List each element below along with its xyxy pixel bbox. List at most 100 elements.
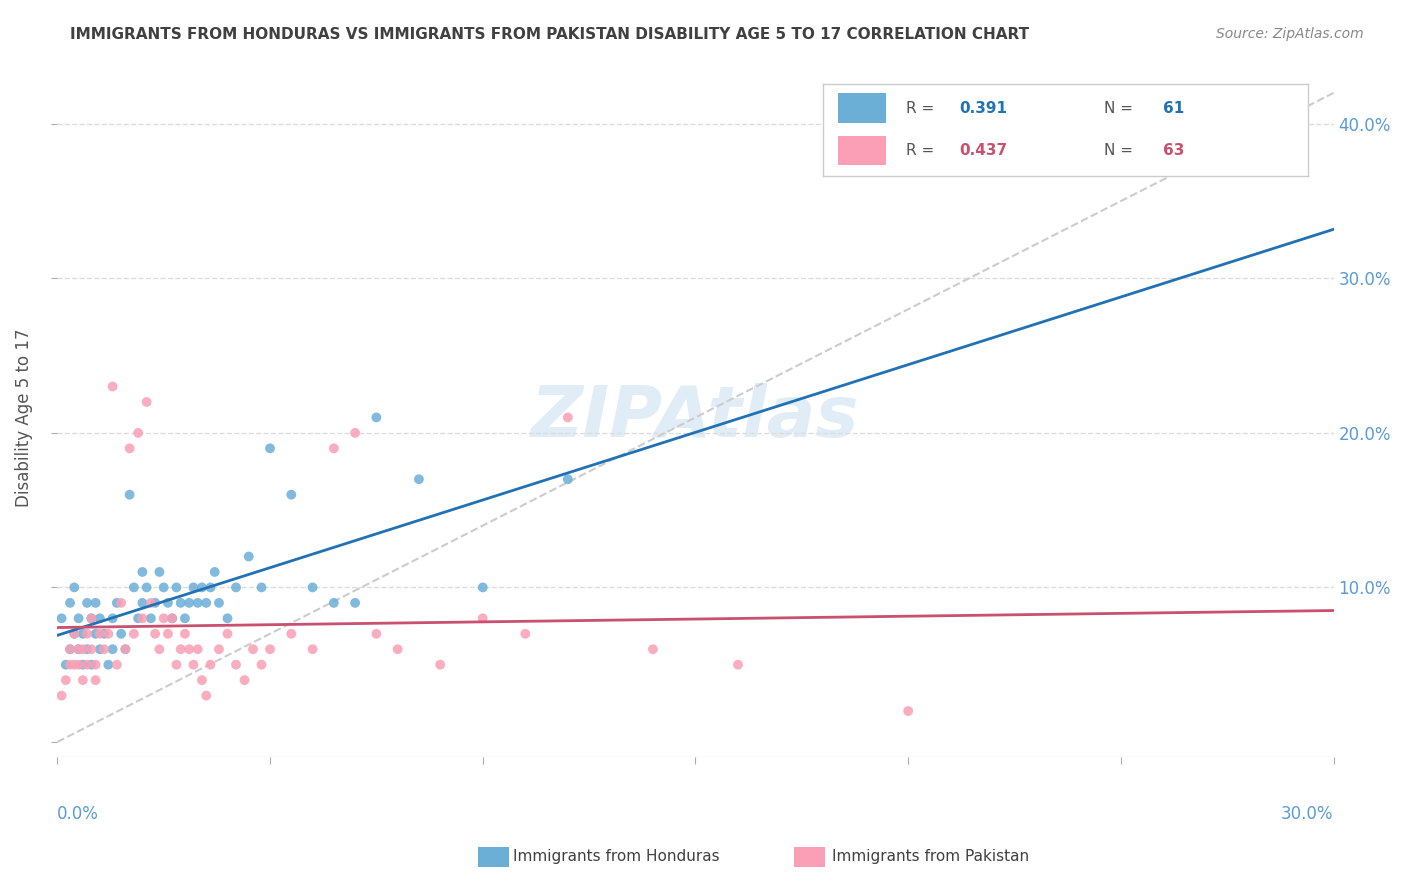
Point: [408, 472, 430, 486]
Point: [727, 657, 749, 672]
Point: [84, 673, 107, 687]
Point: [143, 627, 166, 641]
Point: [344, 425, 367, 440]
Point: [105, 596, 128, 610]
Point: [200, 657, 222, 672]
Point: [59, 642, 82, 657]
Point: [259, 642, 281, 657]
Point: [170, 642, 193, 657]
Point: [322, 442, 344, 456]
Point: [200, 581, 222, 595]
Point: [76, 657, 98, 672]
Point: [72, 673, 94, 687]
Point: [250, 581, 273, 595]
Point: [63, 657, 86, 672]
Point: [259, 442, 281, 456]
Point: [118, 488, 141, 502]
Point: [72, 657, 94, 672]
Text: 30.0%: 30.0%: [1281, 805, 1334, 823]
Point: [84, 627, 107, 641]
Point: [67, 611, 90, 625]
Point: [344, 596, 367, 610]
Point: [97, 627, 120, 641]
Point: [250, 657, 273, 672]
Point: [122, 581, 145, 595]
Point: [131, 596, 153, 610]
Point: [51, 611, 73, 625]
Point: [160, 611, 183, 625]
Point: [195, 689, 218, 703]
Point: [557, 472, 579, 486]
Point: [897, 704, 920, 718]
Point: [67, 642, 90, 657]
Point: [148, 642, 170, 657]
Point: [366, 410, 388, 425]
Text: IMMIGRANTS FROM HONDURAS VS IMMIGRANTS FROM PAKISTAN DISABILITY AGE 5 TO 17 CORR: IMMIGRANTS FROM HONDURAS VS IMMIGRANTS F…: [70, 27, 1029, 42]
Point: [55, 657, 77, 672]
Point: [174, 627, 197, 641]
Point: [76, 627, 98, 641]
Y-axis label: Disability Age 5 to 17: Disability Age 5 to 17: [15, 328, 32, 507]
Point: [152, 581, 174, 595]
Point: [63, 581, 86, 595]
Point: [80, 611, 103, 625]
Point: [301, 642, 323, 657]
Point: [183, 657, 205, 672]
Point: [471, 581, 494, 595]
Point: [122, 627, 145, 641]
Point: [156, 596, 179, 610]
Point: [280, 627, 302, 641]
Point: [89, 642, 111, 657]
Point: [131, 611, 153, 625]
Point: [139, 611, 162, 625]
Point: [191, 673, 214, 687]
Point: [641, 642, 664, 657]
Point: [187, 642, 209, 657]
Text: Immigrants from Honduras: Immigrants from Honduras: [513, 849, 720, 863]
Point: [515, 627, 537, 641]
Point: [80, 642, 103, 657]
Point: [59, 642, 82, 657]
Point: [366, 627, 388, 641]
Point: [165, 657, 187, 672]
Point: [208, 642, 231, 657]
Point: [131, 565, 153, 579]
Point: [63, 627, 86, 641]
Text: Source: ZipAtlas.com: Source: ZipAtlas.com: [1216, 27, 1364, 41]
Point: [143, 596, 166, 610]
Point: [179, 642, 201, 657]
Point: [179, 596, 201, 610]
Point: [238, 549, 260, 564]
Point: [280, 488, 302, 502]
Point: [208, 596, 231, 610]
Point: [93, 627, 115, 641]
Point: [80, 657, 103, 672]
Point: [101, 642, 124, 657]
Point: [93, 642, 115, 657]
Point: [55, 673, 77, 687]
Point: [51, 689, 73, 703]
Point: [242, 642, 264, 657]
Point: [165, 581, 187, 595]
Point: [72, 642, 94, 657]
Point: [322, 596, 344, 610]
Text: ZIPAtlas: ZIPAtlas: [531, 383, 859, 452]
Point: [110, 627, 132, 641]
Point: [67, 642, 90, 657]
Point: [233, 673, 256, 687]
Point: [225, 657, 247, 672]
Point: [191, 581, 214, 595]
Point: [195, 596, 218, 610]
Point: [114, 642, 136, 657]
Point: [152, 611, 174, 625]
Point: [127, 425, 149, 440]
Point: [118, 442, 141, 456]
Point: [135, 581, 157, 595]
Point: [76, 642, 98, 657]
Point: [84, 657, 107, 672]
Point: [156, 627, 179, 641]
Point: [101, 379, 124, 393]
Point: [63, 627, 86, 641]
Point: [160, 611, 183, 625]
Point: [59, 596, 82, 610]
